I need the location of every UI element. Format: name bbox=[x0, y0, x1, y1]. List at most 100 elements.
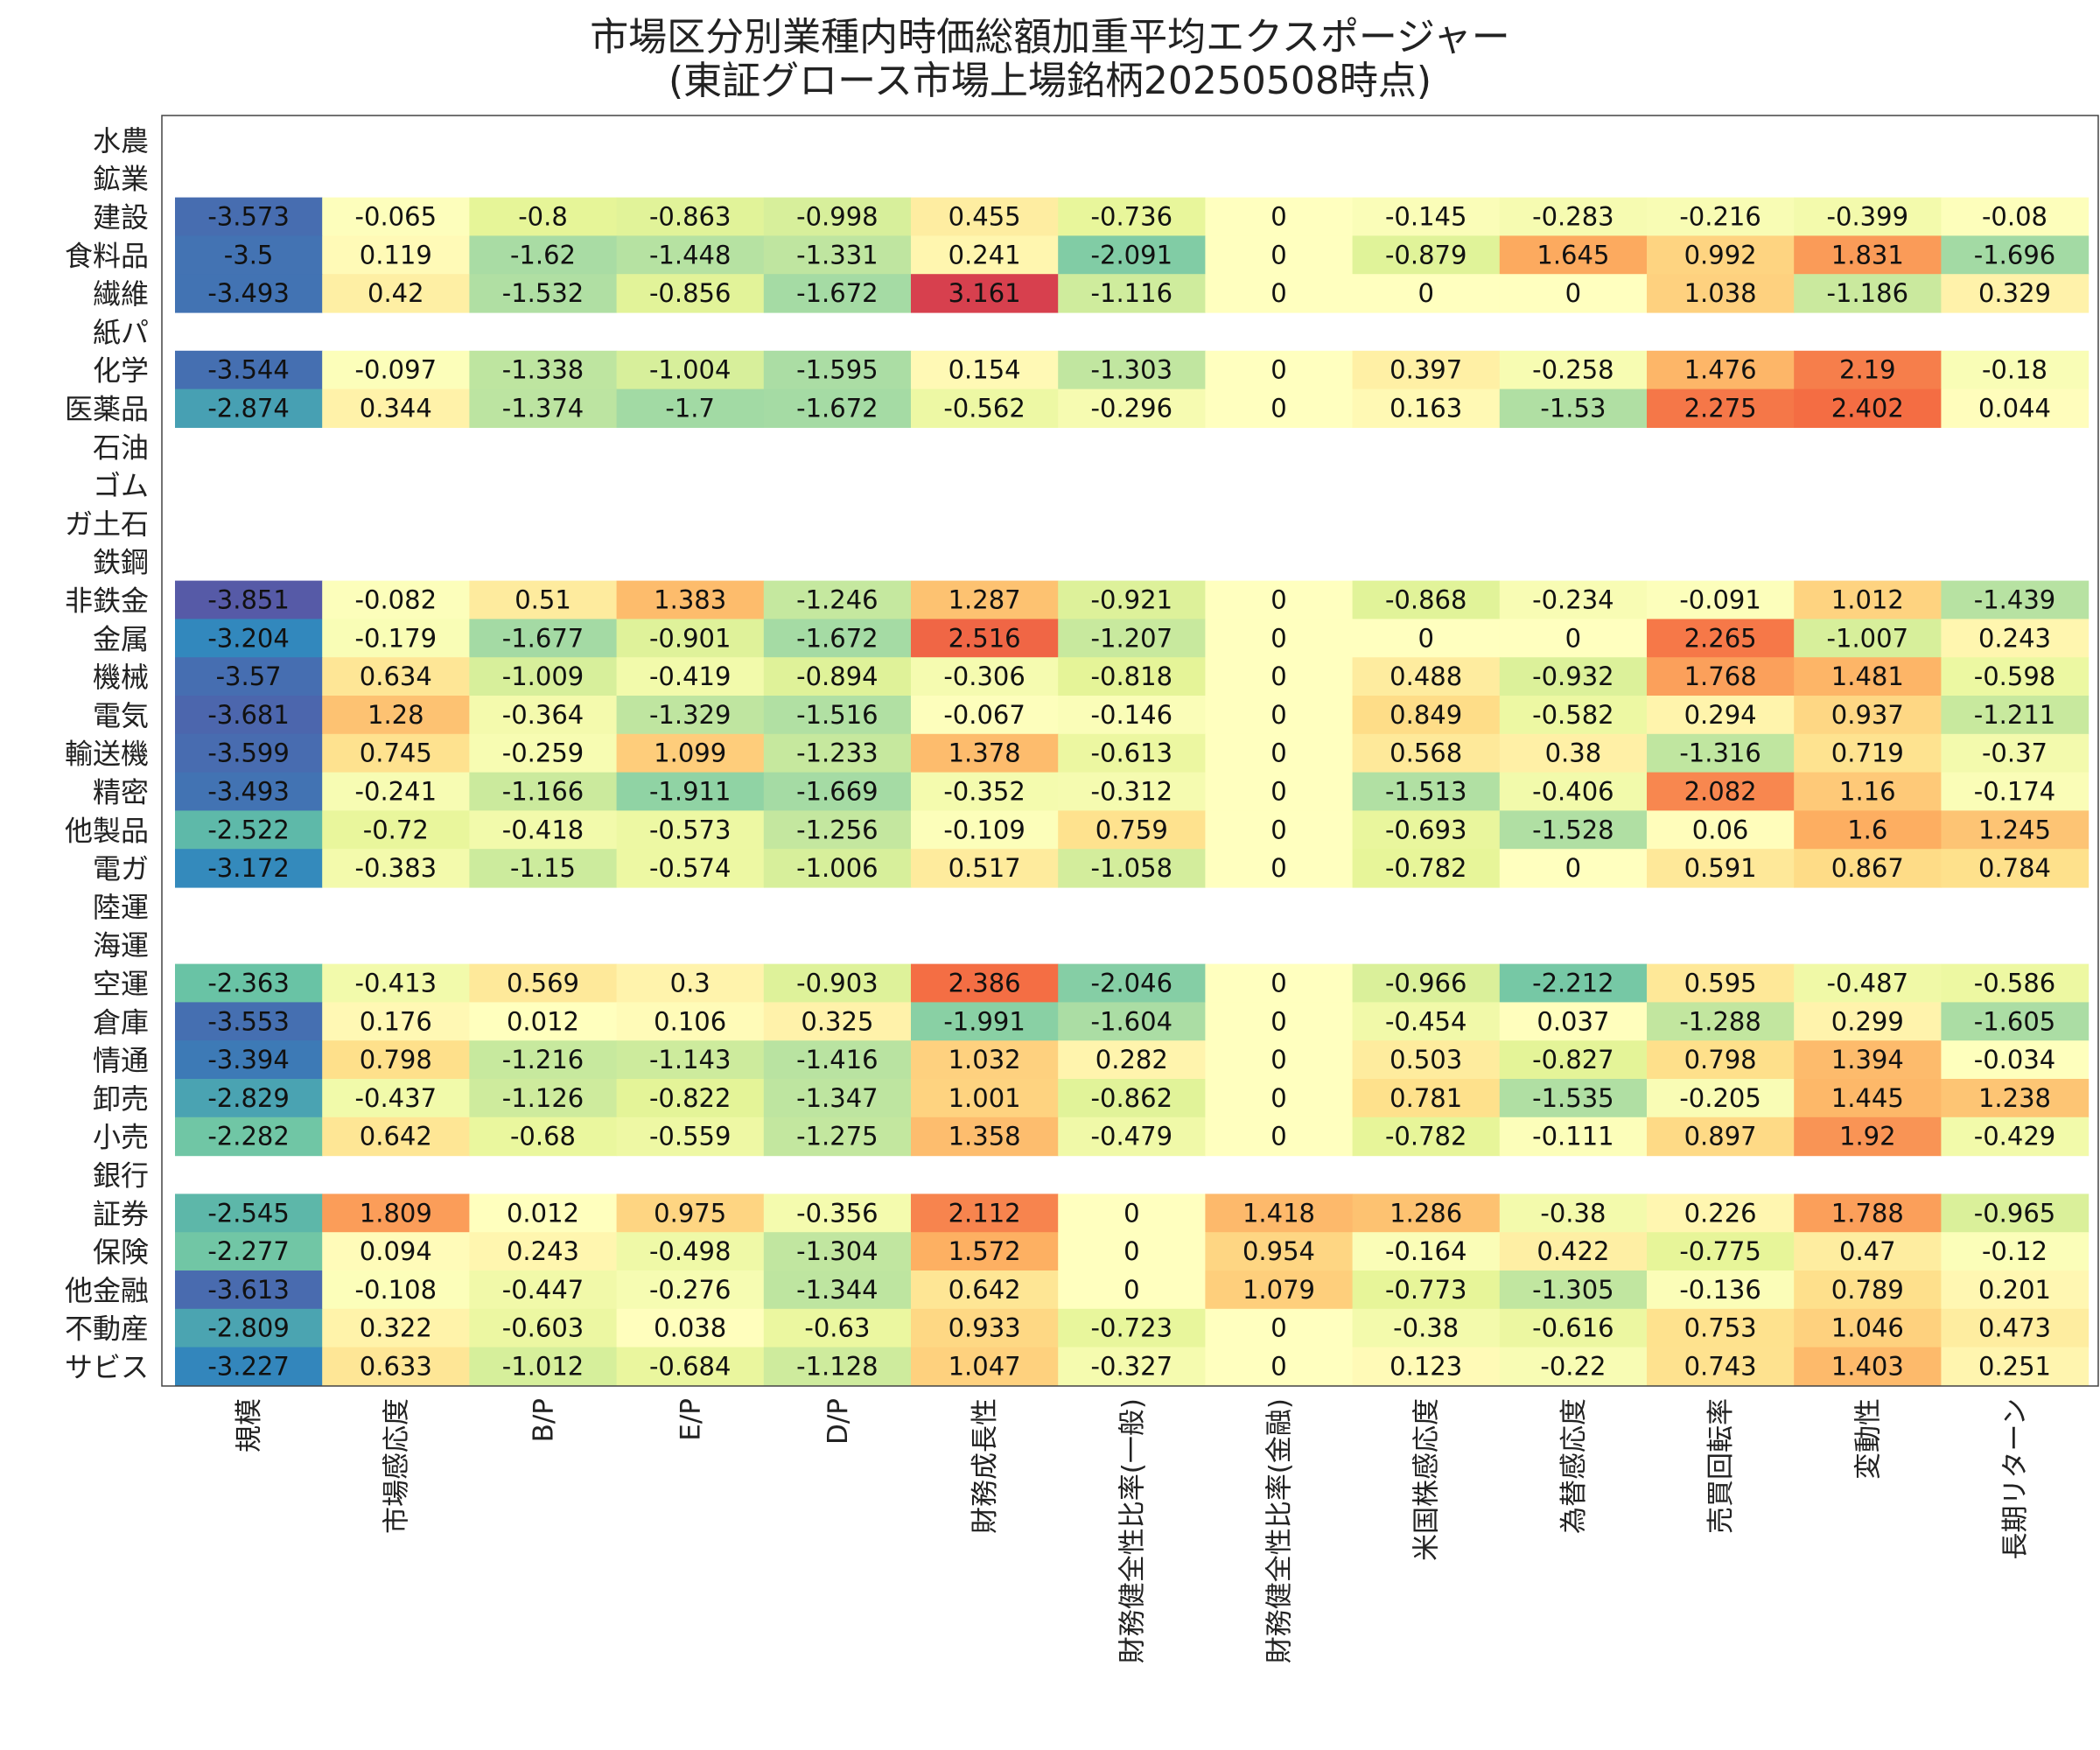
cell-value-label: -1.007 bbox=[1827, 623, 1909, 653]
cell-value-label: -1.012 bbox=[502, 1352, 584, 1382]
cell-value-label: 0.849 bbox=[1390, 700, 1462, 730]
heatmap-cell bbox=[1058, 1079, 1206, 1118]
cell-value-label: -0.437 bbox=[355, 1083, 438, 1113]
heatmap-cell bbox=[1499, 657, 1648, 696]
cell-value-label: -0.684 bbox=[649, 1352, 732, 1382]
cell-value-label: 1.572 bbox=[948, 1236, 1021, 1266]
cell-value-label: -0.998 bbox=[796, 202, 878, 232]
cell-value-label: -1.329 bbox=[649, 700, 732, 730]
cell-value-label: -0.868 bbox=[1385, 585, 1467, 615]
cell-value-label: -1.62 bbox=[510, 240, 576, 270]
heatmap-cell bbox=[1647, 1270, 1795, 1310]
cell-value-label: 0.422 bbox=[1536, 1236, 1609, 1266]
cell-value-label: -3.553 bbox=[207, 1006, 290, 1036]
heatmap-cell bbox=[1058, 1194, 1206, 1233]
heatmap-cell bbox=[1499, 1040, 1648, 1080]
heatmap-cell bbox=[616, 350, 765, 390]
cell-value-label: 2.19 bbox=[1839, 355, 1896, 385]
heatmap-cell bbox=[1794, 350, 1942, 390]
heatmap-cell bbox=[469, 733, 618, 774]
cell-value-label: -0.856 bbox=[649, 278, 732, 308]
cell-value-label: 0.455 bbox=[948, 202, 1021, 232]
cell-value-label: -0.901 bbox=[649, 623, 732, 653]
cell-value-label: -2.212 bbox=[1532, 969, 1614, 998]
heatmap-cell bbox=[1499, 1079, 1648, 1118]
heatmap-cell bbox=[1058, 619, 1206, 658]
heatmap-cell bbox=[1647, 1308, 1795, 1348]
cell-value-label: -1.256 bbox=[796, 815, 878, 844]
cell-value-label: -0.097 bbox=[355, 355, 438, 385]
heatmap-cell bbox=[175, 963, 323, 1003]
heatmap-cell bbox=[763, 963, 912, 1003]
heatmap-cell bbox=[1794, 1270, 1942, 1310]
cell-value-label: -3.613 bbox=[207, 1275, 290, 1305]
heatmap-cell bbox=[1941, 1194, 2090, 1233]
cell-value-label: 0.325 bbox=[801, 1006, 873, 1036]
row-tick-label: 小売 bbox=[93, 1121, 149, 1154]
cell-value-label: -0.63 bbox=[804, 1313, 870, 1343]
heatmap-cell bbox=[1941, 772, 2090, 811]
cell-value-label: -1.344 bbox=[796, 1275, 878, 1305]
cell-value-label: -1.303 bbox=[1091, 355, 1173, 385]
heatmap-cell bbox=[1941, 274, 2090, 313]
cell-value-label: 0.06 bbox=[1692, 815, 1749, 844]
cell-value-label: -0.034 bbox=[1974, 1045, 2056, 1074]
row-tick-label: 不動産 bbox=[65, 1312, 149, 1346]
heatmap-cell bbox=[469, 197, 618, 236]
heatmap-cell bbox=[322, 1079, 470, 1118]
cell-value-label: -0.454 bbox=[1385, 1006, 1467, 1036]
heatmap-cell bbox=[616, 1002, 765, 1041]
heatmap-cell bbox=[1794, 1194, 1942, 1233]
heatmap-cell bbox=[322, 733, 470, 774]
heatmap-cell bbox=[175, 657, 323, 696]
heatmap-cell bbox=[1499, 810, 1648, 850]
cell-value-label: -0.736 bbox=[1091, 202, 1173, 232]
heatmap-cell bbox=[911, 619, 1059, 658]
cell-value-label: -1.991 bbox=[943, 1006, 1026, 1036]
cell-value-label: -0.562 bbox=[943, 394, 1026, 424]
heatmap-cell bbox=[1647, 1194, 1795, 1233]
cell-value-label: 1.445 bbox=[1831, 1083, 1904, 1113]
cell-value-label: 0 bbox=[1270, 662, 1286, 691]
cell-value-label: -0.146 bbox=[1091, 700, 1173, 730]
cell-value-label: -1.211 bbox=[1974, 700, 2056, 730]
cell-value-label: 1.047 bbox=[948, 1352, 1021, 1382]
heatmap-cell bbox=[1499, 696, 1648, 735]
plot-frame bbox=[161, 115, 2099, 1387]
cell-value-label: 0.595 bbox=[1684, 969, 1757, 998]
heatmap-cell bbox=[322, 810, 470, 850]
cell-value-label: 0 bbox=[1565, 853, 1581, 883]
heatmap-cell bbox=[1352, 350, 1501, 390]
cell-value-label: 1.418 bbox=[1242, 1198, 1315, 1228]
heatmap-cell bbox=[1794, 235, 1942, 275]
heatmap-cell bbox=[1647, 772, 1795, 811]
cell-value-label: 1.16 bbox=[1839, 777, 1896, 807]
row-tick-label: サビス bbox=[65, 1351, 149, 1384]
heatmap-cell bbox=[1352, 849, 1501, 888]
heatmap-cell bbox=[1794, 274, 1942, 313]
heatmap-cell bbox=[1499, 963, 1648, 1003]
cell-value-label: 0.106 bbox=[654, 1006, 726, 1036]
heatmap-cell bbox=[1941, 1116, 2090, 1157]
cell-value-label: -0.111 bbox=[1532, 1122, 1614, 1152]
heatmap-cell bbox=[175, 350, 323, 390]
cell-value-label: 0.781 bbox=[1390, 1083, 1462, 1113]
heatmap-cell bbox=[763, 1232, 912, 1271]
cell-value-label: 0.642 bbox=[948, 1275, 1021, 1305]
heatmap-cell bbox=[1794, 388, 1942, 428]
cell-value-label: 1.394 bbox=[1831, 1045, 1904, 1074]
cell-value-label: -0.38 bbox=[1540, 1198, 1606, 1228]
cell-value-label: 0 bbox=[1270, 969, 1286, 998]
cell-value-label: 0.38 bbox=[1545, 738, 1602, 768]
heatmap-cell bbox=[1058, 1116, 1206, 1157]
cell-value-label: 3.161 bbox=[948, 278, 1021, 308]
heatmap-cell bbox=[1352, 963, 1501, 1003]
row-tick-label: 証券 bbox=[93, 1197, 149, 1230]
cell-value-label: -0.773 bbox=[1385, 1275, 1467, 1305]
column-tick-label: 市場感応度 bbox=[381, 1398, 412, 1534]
cell-value-label: 0.322 bbox=[360, 1313, 432, 1343]
cell-value-label: -0.364 bbox=[502, 700, 584, 730]
cell-value-label: -1.126 bbox=[502, 1083, 584, 1113]
heatmap-cell bbox=[469, 274, 618, 313]
heatmap-cell bbox=[1941, 197, 2090, 236]
